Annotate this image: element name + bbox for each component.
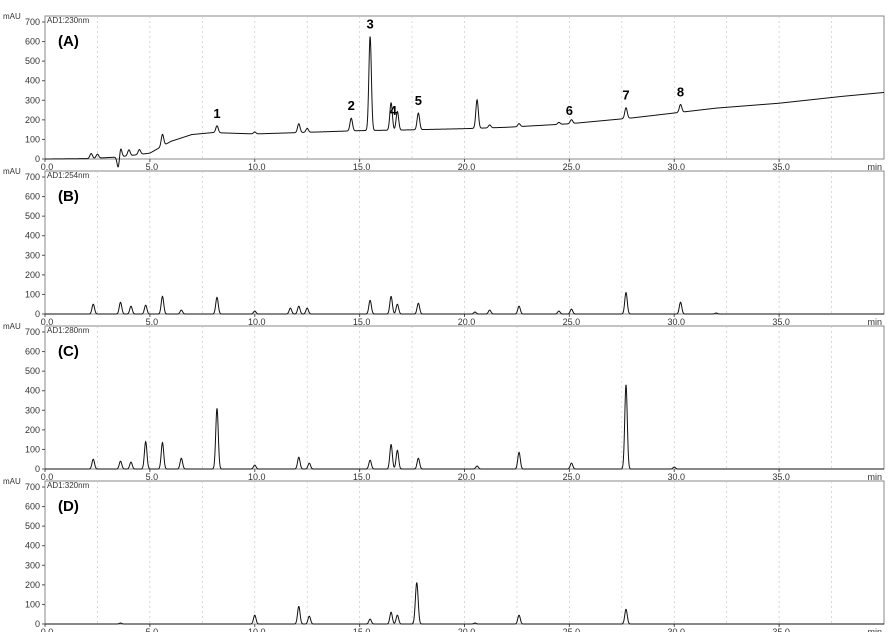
channel-label: AD1:230nm [47, 16, 90, 25]
y-tick-label: 400 [25, 386, 40, 396]
x-tick-label: 15.0 [353, 162, 371, 172]
x-tick-label: 10.0 [248, 162, 266, 172]
panel-label: (C) [58, 343, 79, 360]
panel-1: 0 100 200 300 400 500 600 700 0.0 5.0 10.0 15.0 20.0… [3, 12, 885, 172]
chromatogram-trace [45, 292, 884, 315]
x-tick-label: 5.0 [146, 317, 159, 327]
y-tick-label: 200 [25, 580, 40, 590]
y-tick-label: 500 [25, 56, 40, 66]
y-tick-label: 400 [25, 76, 40, 86]
panel-2: 0 100 200 300 400 500 600 700 0.0 5.0 10.0 15.0 20.0… [3, 167, 885, 327]
x-tick-label: 30.0 [667, 472, 685, 482]
channel-label: AD1:320nm [47, 481, 90, 490]
x-tick-label: 35.0 [772, 317, 790, 327]
x-tick-label: 25.0 [563, 472, 581, 482]
chromatogram-trace [45, 36, 885, 168]
y-tick-label: 600 [25, 347, 40, 357]
x-tick-label: 30.0 [667, 162, 685, 172]
channel-label: AD1:254nm [47, 171, 90, 180]
y-tick-label: 600 [25, 37, 40, 47]
y-tick-label: 0 [35, 309, 40, 319]
x-tick-label: 0.0 [41, 472, 54, 482]
x-tick-label: 35.0 [772, 472, 790, 482]
y-tick-label: 700 [25, 327, 40, 337]
x-unit-label: min [867, 627, 882, 632]
x-tick-label: 20.0 [458, 472, 476, 482]
y-tick-label: 500 [25, 521, 40, 531]
x-unit-label: min [867, 162, 882, 172]
peak-label: 2 [348, 98, 355, 113]
y-tick-label: 200 [25, 270, 40, 280]
peak-label: 6 [566, 103, 573, 118]
x-tick-label: 5.0 [146, 472, 159, 482]
x-unit-label: min [867, 472, 882, 482]
peak-label: 1 [213, 106, 220, 121]
y-tick-label: 200 [25, 115, 40, 125]
x-tick-label: 20.0 [458, 317, 476, 327]
y-tick-label: 300 [25, 250, 40, 260]
y-tick-label: 0 [35, 619, 40, 629]
y-tick-label: 100 [25, 134, 40, 144]
x-tick-label: 30.0 [667, 627, 685, 632]
x-tick-label: 15.0 [353, 472, 371, 482]
y-tick-label: 600 [25, 502, 40, 512]
x-tick-label: 15.0 [353, 317, 371, 327]
y-tick-label: 500 [25, 366, 40, 376]
y-unit-label: mAU [3, 477, 21, 486]
x-tick-label: 25.0 [563, 627, 581, 632]
x-tick-label: 0.0 [41, 627, 54, 632]
peak-label: 4 [390, 103, 398, 118]
peak-label: 3 [366, 17, 373, 32]
y-tick-label: 100 [25, 444, 40, 454]
panel-label: (B) [58, 188, 79, 205]
y-tick-label: 600 [25, 192, 40, 202]
peak-label: 8 [677, 84, 684, 99]
x-tick-label: 5.0 [146, 627, 159, 632]
x-tick-label: 5.0 [146, 162, 159, 172]
y-tick-label: 700 [25, 172, 40, 182]
x-tick-label: 0.0 [41, 162, 54, 172]
y-tick-label: 300 [25, 405, 40, 415]
y-tick-label: 400 [25, 541, 40, 551]
chromatogram-trace [45, 384, 884, 470]
panel-3: 0 100 200 300 400 500 600 700 0.0 5.0 10.0 15.0 20.0… [3, 322, 885, 482]
y-tick-label: 0 [35, 154, 40, 164]
panel-4: 0 100 200 300 400 500 600 700 0.0 5.0 10.0 15.0 20.0… [3, 477, 885, 632]
y-tick-label: 500 [25, 211, 40, 221]
x-tick-label: 20.0 [458, 627, 476, 632]
y-tick-label: 200 [25, 425, 40, 435]
x-tick-label: 30.0 [667, 317, 685, 327]
panel-label: (D) [58, 498, 79, 515]
chromatogram-trace [45, 582, 884, 625]
peak-label: 7 [622, 88, 629, 103]
y-tick-label: 700 [25, 482, 40, 492]
x-tick-label: 35.0 [772, 162, 790, 172]
y-unit-label: mAU [3, 12, 21, 21]
y-tick-label: 400 [25, 231, 40, 241]
y-tick-label: 100 [25, 289, 40, 299]
x-tick-label: 10.0 [248, 627, 266, 632]
x-tick-label: 15.0 [353, 627, 371, 632]
x-tick-label: 20.0 [458, 162, 476, 172]
x-unit-label: min [867, 317, 882, 327]
y-tick-label: 300 [25, 95, 40, 105]
y-unit-label: mAU [3, 322, 21, 331]
y-tick-label: 100 [25, 599, 40, 609]
channel-label: AD1:280nm [47, 326, 90, 335]
x-tick-label: 25.0 [563, 162, 581, 172]
y-unit-label: mAU [3, 167, 21, 176]
x-tick-label: 10.0 [248, 472, 266, 482]
y-tick-label: 300 [25, 560, 40, 570]
y-tick-label: 0 [35, 464, 40, 474]
y-tick-label: 700 [25, 17, 40, 27]
x-tick-label: 25.0 [563, 317, 581, 327]
peak-label: 5 [415, 93, 422, 108]
panel-label: (A) [58, 33, 79, 50]
x-tick-label: 0.0 [41, 317, 54, 327]
x-tick-label: 10.0 [248, 317, 266, 327]
x-tick-label: 35.0 [772, 627, 790, 632]
